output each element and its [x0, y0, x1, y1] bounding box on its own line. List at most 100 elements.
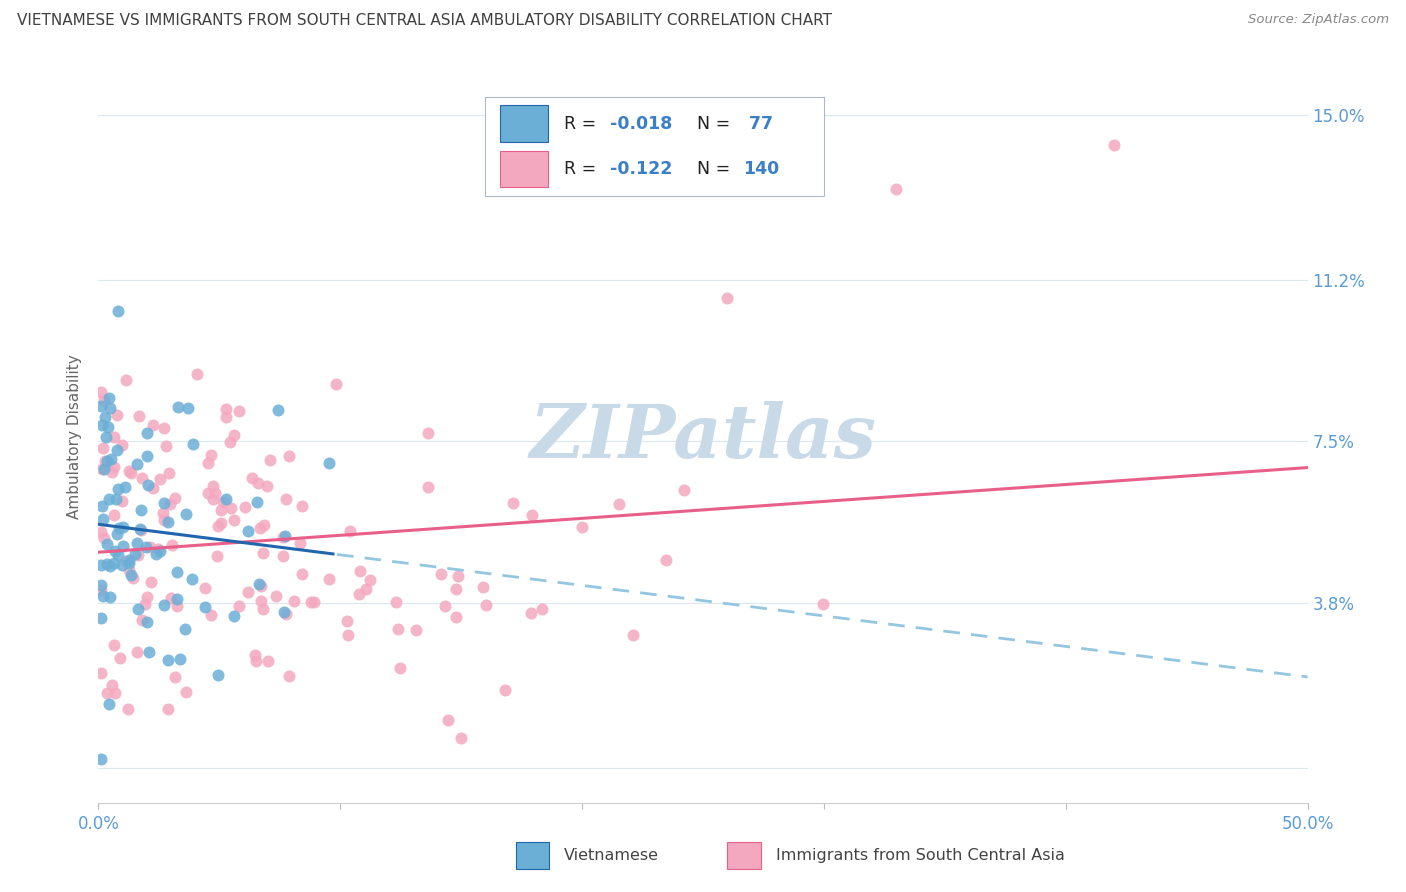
Point	[90, 666, 112, 681]
Point	[96, 557, 118, 571]
Point	[205, 549, 228, 564]
Text: R =: R =	[564, 114, 602, 133]
Point	[166, 591, 188, 606]
Point	[474, 598, 496, 612]
Point	[494, 682, 516, 697]
Point	[240, 470, 263, 484]
Text: -0.122: -0.122	[610, 160, 672, 178]
Point	[97, 420, 120, 434]
Point	[655, 553, 678, 567]
Point	[159, 497, 181, 511]
Point	[142, 417, 165, 432]
Point	[339, 524, 361, 538]
Point	[117, 556, 139, 570]
Point	[174, 685, 197, 699]
Point	[165, 670, 187, 684]
Point	[169, 652, 191, 666]
Point	[152, 599, 174, 613]
Point	[94, 410, 117, 425]
Point	[571, 520, 593, 534]
Point	[444, 610, 467, 624]
Point	[112, 539, 135, 553]
Point	[156, 515, 179, 529]
Point	[388, 661, 411, 675]
Point	[1102, 138, 1125, 153]
Point	[222, 608, 245, 623]
Point	[96, 536, 118, 550]
Point	[246, 495, 269, 509]
Point	[108, 521, 131, 535]
Point	[325, 376, 347, 391]
Point	[238, 585, 260, 599]
Point	[107, 482, 129, 496]
Point	[204, 486, 226, 500]
Point	[228, 599, 250, 614]
Point	[115, 554, 138, 568]
Point	[257, 654, 280, 668]
Point	[387, 622, 409, 636]
Point	[139, 540, 162, 554]
Point	[212, 494, 235, 508]
FancyBboxPatch shape	[501, 151, 548, 187]
Point	[111, 493, 134, 508]
Point	[90, 385, 112, 400]
Point	[129, 524, 152, 538]
Text: Source: ZipAtlas.com: Source: ZipAtlas.com	[1249, 13, 1389, 27]
Point	[104, 685, 127, 699]
Point	[274, 492, 297, 507]
Point	[131, 471, 153, 485]
Point	[90, 578, 112, 592]
Point	[202, 479, 225, 493]
Point	[197, 456, 219, 470]
Point	[250, 593, 273, 607]
Point	[200, 448, 222, 462]
Point	[471, 580, 494, 594]
Point	[252, 601, 274, 615]
FancyBboxPatch shape	[501, 105, 548, 142]
Point	[120, 567, 142, 582]
Point	[209, 516, 232, 531]
Point	[111, 558, 134, 572]
Point	[91, 462, 114, 476]
Point	[127, 536, 149, 550]
Point	[166, 565, 188, 579]
Point	[91, 442, 114, 456]
Point	[522, 508, 544, 522]
Point	[166, 400, 188, 414]
Point	[108, 651, 131, 665]
Point	[437, 713, 460, 727]
Point	[359, 573, 381, 587]
Point	[90, 583, 112, 598]
Point	[153, 496, 176, 510]
Point	[299, 595, 322, 609]
Point	[716, 291, 738, 305]
Point	[236, 524, 259, 538]
Point	[177, 401, 200, 415]
Point	[114, 480, 136, 494]
Point	[136, 449, 159, 463]
Point	[271, 530, 294, 544]
Point	[444, 582, 467, 596]
Text: 140: 140	[742, 160, 779, 178]
Point	[91, 589, 114, 603]
Point	[142, 481, 165, 495]
Point	[98, 401, 121, 415]
FancyBboxPatch shape	[485, 97, 824, 195]
Point	[131, 613, 153, 627]
Text: N =: N =	[697, 160, 735, 178]
Point	[129, 502, 152, 516]
Point	[129, 522, 152, 536]
FancyBboxPatch shape	[516, 841, 550, 870]
Point	[347, 587, 370, 601]
Point	[318, 456, 340, 470]
Point	[105, 442, 128, 457]
Point	[103, 430, 125, 444]
Point	[118, 553, 141, 567]
Point	[107, 548, 129, 562]
Point	[100, 451, 122, 466]
Point	[105, 408, 128, 422]
Text: VIETNAMESE VS IMMIGRANTS FROM SOUTH CENTRAL ASIA AMBULATORY DISABILITY CORRELATI: VIETNAMESE VS IMMIGRANTS FROM SOUTH CENT…	[17, 13, 832, 29]
Point	[91, 499, 114, 513]
Point	[224, 512, 246, 526]
Point	[530, 601, 553, 615]
